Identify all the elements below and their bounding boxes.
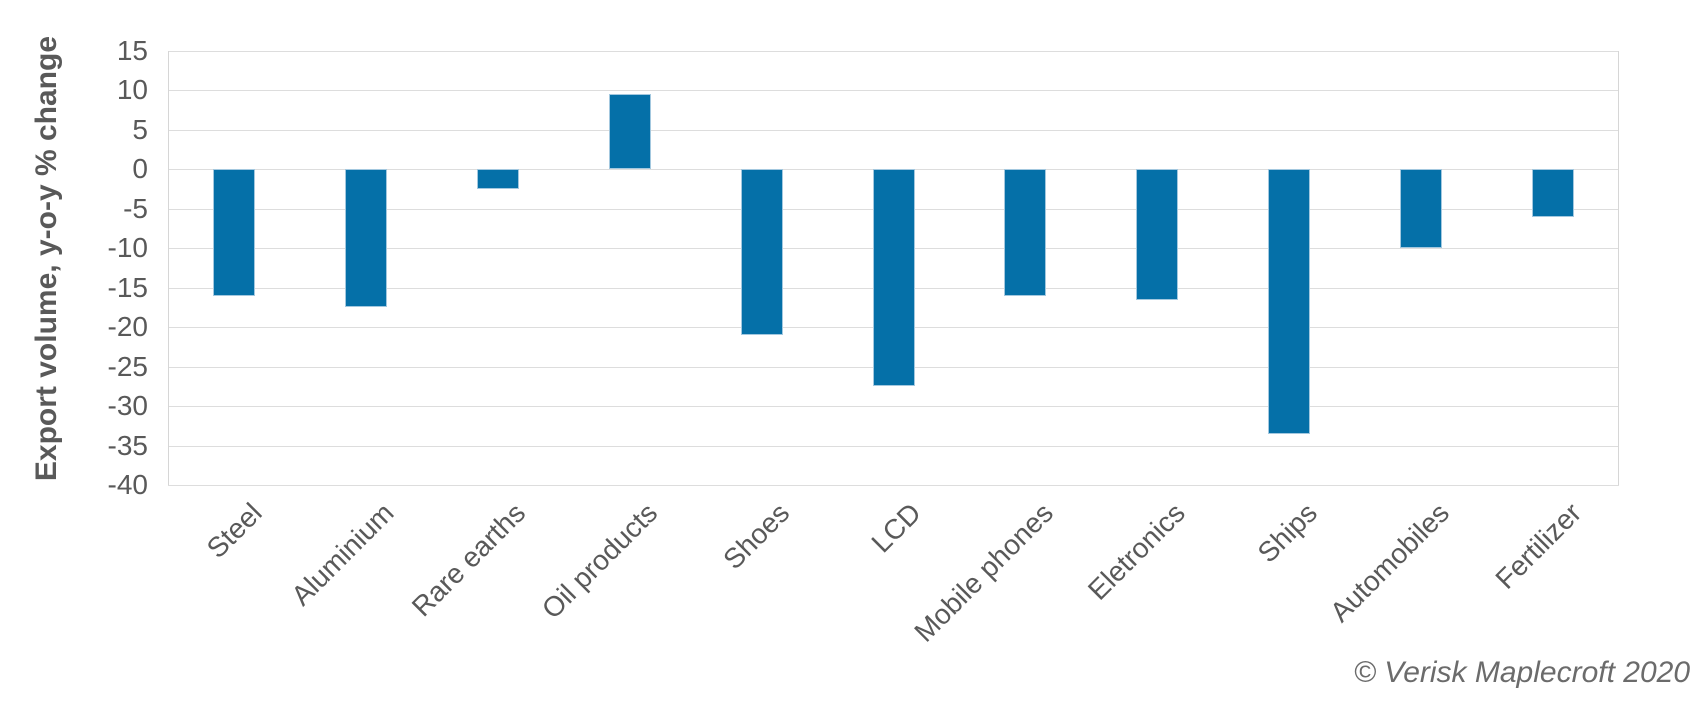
bar-aluminium	[344, 169, 387, 308]
plot-area	[168, 51, 1619, 486]
axis-line-right	[1618, 51, 1619, 485]
bar-lcd	[872, 169, 915, 387]
x-label-fertilizer: Fertilizer	[1489, 497, 1587, 595]
x-label-eletronics: Eletronics	[1082, 497, 1192, 606]
copyright-credit: © Verisk Maplecroft 2020	[1353, 656, 1690, 689]
x-label-lcd: LCD	[865, 497, 928, 559]
y-tick-label--20: -20	[107, 311, 148, 343]
x-label-steel: Steel	[200, 497, 268, 565]
gridline--40	[168, 485, 1619, 486]
bar-fertilizer	[1532, 169, 1575, 217]
y-tick-label-5: 5	[132, 113, 148, 145]
x-label-shoes: Shoes	[717, 497, 796, 576]
y-tick-label--5: -5	[123, 192, 148, 224]
y-tick-label--40: -40	[107, 469, 148, 500]
y-tick-label--35: -35	[107, 429, 148, 461]
y-tick-label--15: -15	[107, 271, 148, 303]
x-label-rare-earths: Rare earths	[406, 497, 532, 623]
bar-ships	[1268, 169, 1311, 434]
bar-rare-earths	[476, 169, 519, 190]
x-label-mobile-phones: Mobile phones	[908, 497, 1060, 648]
x-label-automobiles: Automobiles	[1324, 497, 1456, 628]
gridline-10	[168, 90, 1619, 92]
gridline--35	[168, 445, 1619, 447]
bar-steel	[212, 169, 255, 296]
gridline--30	[168, 406, 1619, 408]
bar-oil-products	[608, 94, 651, 170]
bar-eletronics	[1136, 169, 1179, 300]
y-tick-label--30: -30	[107, 390, 148, 422]
y-tick-label-0: 0	[132, 153, 148, 185]
x-label-aluminium: Aluminium	[285, 497, 400, 612]
bar-mobile-phones	[1004, 169, 1047, 296]
bar-automobiles	[1400, 169, 1443, 249]
y-tick-label-10: 10	[116, 74, 148, 106]
gridline-5	[168, 129, 1619, 131]
y-tick-label--25: -25	[107, 350, 148, 382]
axis-line-left	[168, 51, 169, 485]
gridline-15	[168, 51, 1619, 52]
x-label-ships: Ships	[1251, 497, 1324, 569]
y-tick-label-15: 15	[116, 35, 148, 66]
y-tick-label--10: -10	[107, 232, 148, 264]
x-label-oil-products: Oil products	[536, 497, 664, 625]
bar-shoes	[740, 169, 783, 336]
